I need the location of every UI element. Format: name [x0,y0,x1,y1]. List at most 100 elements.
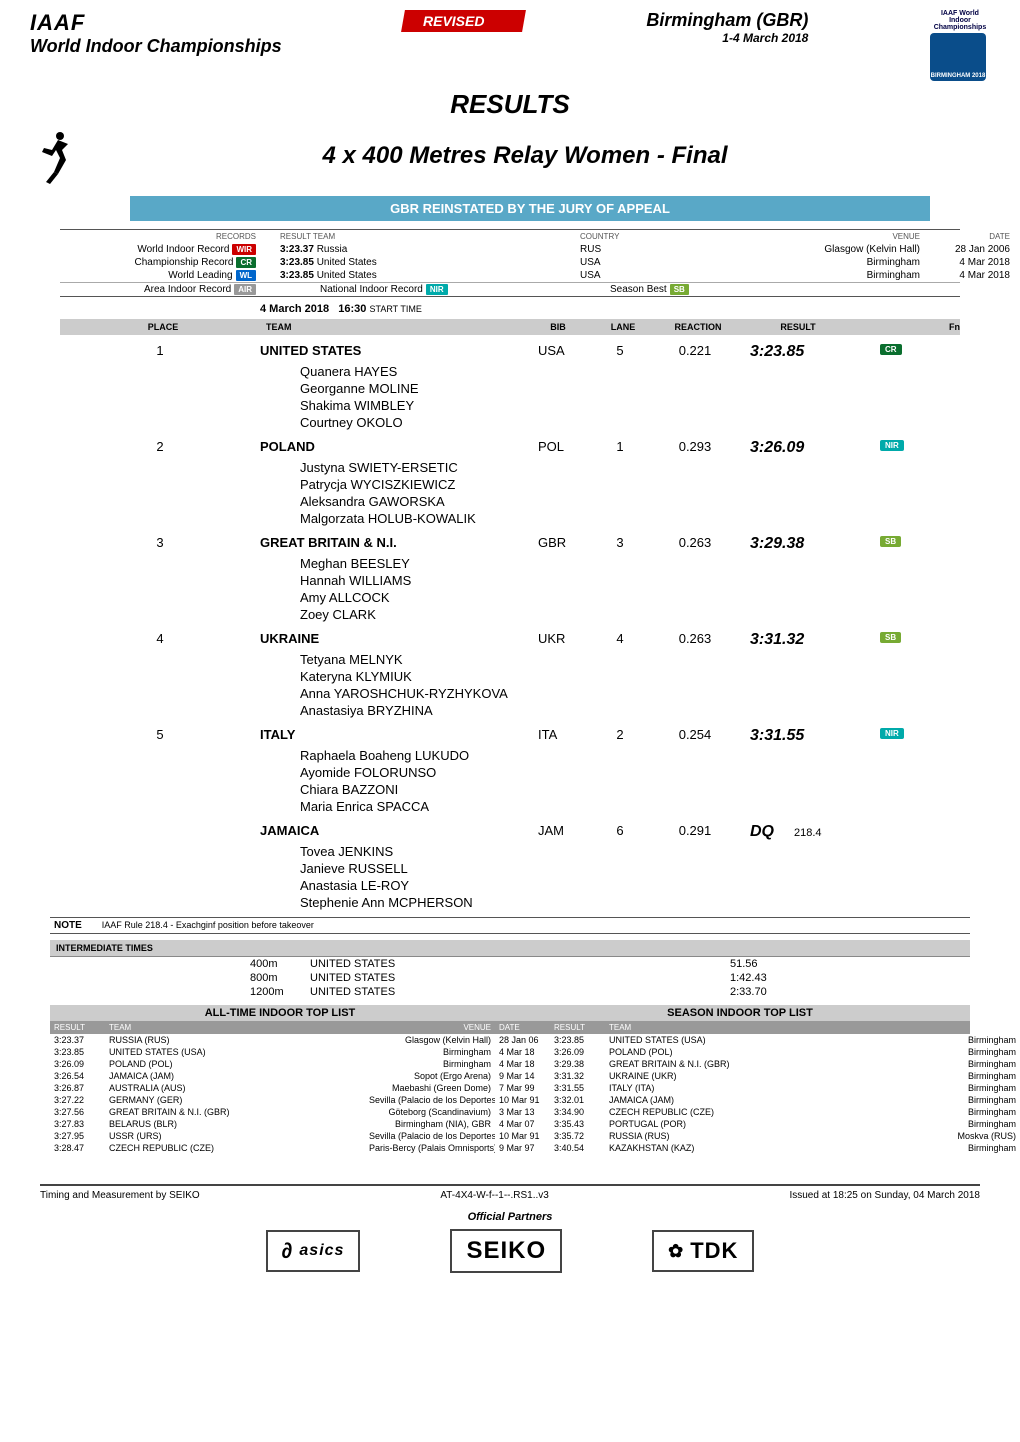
team-lane: 1 [590,439,650,454]
at-date: 4 Mar 07 [495,1118,550,1130]
area-record-label: Area Indoor RecordAIR [60,284,260,295]
wir-badge: WIR [232,244,256,255]
at-result: 3:27.83 [50,1118,105,1130]
at-result: 3:23.37 [50,1034,105,1046]
at-venue: Sevilla (Palacio de los Deportes) [365,1130,495,1142]
at-team: GERMANY (GER) [105,1094,365,1106]
results-header-row: PLACE TEAM BIB LANE REACTION RESULT Fn [60,319,960,335]
sub-result-l: RESULT [50,1021,105,1034]
team-place: 5 [60,727,260,742]
athletes-list: Justyna SWIETY-ERSETICPatrycja WYCISZKIE… [300,459,1020,527]
record-venue: Birmingham [760,270,920,281]
at-team: POLAND (POL) [105,1058,365,1070]
asics-swoosh-icon: ∂ [282,1238,294,1264]
records-area-row: Area Indoor RecordAIR National Indoor Re… [60,282,960,296]
inter-dist: 400m [50,958,310,970]
sn-venue: Birmingham [890,1094,1020,1106]
at-team: CZECH REPUBLIC (CZE) [105,1142,365,1154]
at-date: 9 Mar 14 [495,1070,550,1082]
record-venue: Glasgow (Kelvin Hall) [760,244,920,255]
event-row: 4 x 400 Metres Relay Women - Final [0,124,1020,188]
sn-result: 3:32.01 [550,1094,605,1106]
inter-time: 2:33.70 [730,986,850,998]
nir-result-badge: NIR [880,728,904,739]
team-result: 3:31.32 [740,631,850,649]
team-bib: UKR [520,631,590,646]
at-result: 3:27.56 [50,1106,105,1118]
at-team: JAMAICA (JAM) [105,1070,365,1082]
team-reaction: 0.221 [650,343,740,358]
athlete-name: Kateryna KLYMIUK [300,668,1020,685]
record-label: Championship RecordCR [60,257,260,268]
sn-venue: Birmingham [890,1082,1020,1094]
team-reaction: 0.263 [650,631,740,646]
sn-result: 3:35.43 [550,1118,605,1130]
rec-head-country: COUNTRY [500,232,760,241]
sub-team-l: TEAM [105,1021,365,1034]
revised-badge: REVISED [401,10,526,32]
sn-team: UNITED STATES (USA) [605,1034,890,1046]
intermediate-row: 1200mUNITED STATES2:33.70 [50,985,970,999]
at-team: USSR (URS) [105,1130,365,1142]
athletes-list: Raphaela Boaheng LUKUDOAyomide FOLORUNSO… [300,747,1020,815]
team-row: 3GREAT BRITAIN & N.I.GBR30.2633:29.38SB [60,535,960,553]
athlete-name: Georganne MOLINE [300,380,1020,397]
sn-venue: Birmingham [890,1118,1020,1130]
at-venue: Birmingham (NIA), GBR [365,1118,495,1130]
seiko-logo: SEIKO [450,1229,562,1273]
note-text: IAAF Rule 218.4 - Exachginf position bef… [102,920,314,930]
team-badge: NIR [850,439,970,451]
team-lane: 6 [590,823,650,838]
logo-caption: IAAF World Indoor Championships [930,10,990,31]
record-country: USA [500,257,760,268]
header: IAAF World Indoor Championships REVISED … [0,0,1020,81]
at-result: 3:26.54 [50,1070,105,1082]
record-country: USA [500,270,760,281]
list-row: 3:28.47CZECH REPUBLIC (CZE)Paris-Bercy (… [50,1142,970,1154]
at-date: 10 Mar 91 [495,1130,550,1142]
at-venue: Sevilla (Palacio de los Deportes) [365,1094,495,1106]
champs-name: World Indoor Championships [30,36,282,57]
inter-team: UNITED STATES [310,958,450,970]
sn-result: 3:35.72 [550,1130,605,1142]
inter-team: UNITED STATES [310,972,450,984]
athlete-name: Meghan BEESLEY [300,555,1020,572]
athlete-name: Zoey CLARK [300,606,1020,623]
note-label: NOTE [54,920,82,931]
team-reaction: 0.293 [650,439,740,454]
footer-row: Timing and Measurement by SEIKO AT-4X4-W… [0,1186,1020,1201]
sub-result-r: RESULT [550,1021,605,1034]
nir-badge: NIR [426,284,448,295]
event-logo: IAAF World Indoor Championships BIRMINGH… [930,10,990,81]
athlete-name: Justyna SWIETY-ERSETIC [300,459,1020,476]
record-venue: Birmingham [760,257,920,268]
at-team: AUSTRALIA (AUS) [105,1082,365,1094]
team-place: 1 [60,343,260,358]
sn-team: GREAT BRITAIN & N.I. (GBR) [605,1058,890,1070]
sn-result: 3:23.85 [550,1034,605,1046]
team-badge: SB [850,631,970,643]
athlete-name: Raphaela Boaheng LUKUDO [300,747,1020,764]
col-result: RESULT [740,322,850,332]
venue-name: Birmingham (GBR) [646,10,808,31]
inter-team: UNITED STATES [310,986,450,998]
athlete-name: Tetyana MELNYK [300,651,1020,668]
team-result: 3:29.38 [740,535,850,553]
sn-result: 3:40.54 [550,1142,605,1154]
team-badge: NIR [850,727,970,739]
sn-venue: Birmingham [890,1070,1020,1082]
intermediate-times-header: INTERMEDIATE TIMES [50,940,970,957]
list-row: 3:27.56GREAT BRITAIN & N.I. (GBR)Götebor… [50,1106,970,1118]
at-venue: Sopot (Ergo Arena) [365,1070,495,1082]
team-bib: POL [520,439,590,454]
team-lane: 3 [590,535,650,550]
sb-badge: SB [670,284,689,295]
tdk-diamond-icon: ✿ [668,1241,684,1262]
at-venue: Maebashi (Green Dome) [365,1082,495,1094]
doc-code: AT-4X4-W-f--1--.RS1..v3 [440,1190,549,1201]
at-result: 3:26.87 [50,1082,105,1094]
sn-team: POLAND (POL) [605,1046,890,1058]
athletes-list: Tovea JENKINSJanieve RUSSELLAnastasia LE… [300,843,1020,911]
record-result: 3:23.85 United States [260,257,500,268]
at-team: GREAT BRITAIN & N.I. (GBR) [105,1106,365,1118]
